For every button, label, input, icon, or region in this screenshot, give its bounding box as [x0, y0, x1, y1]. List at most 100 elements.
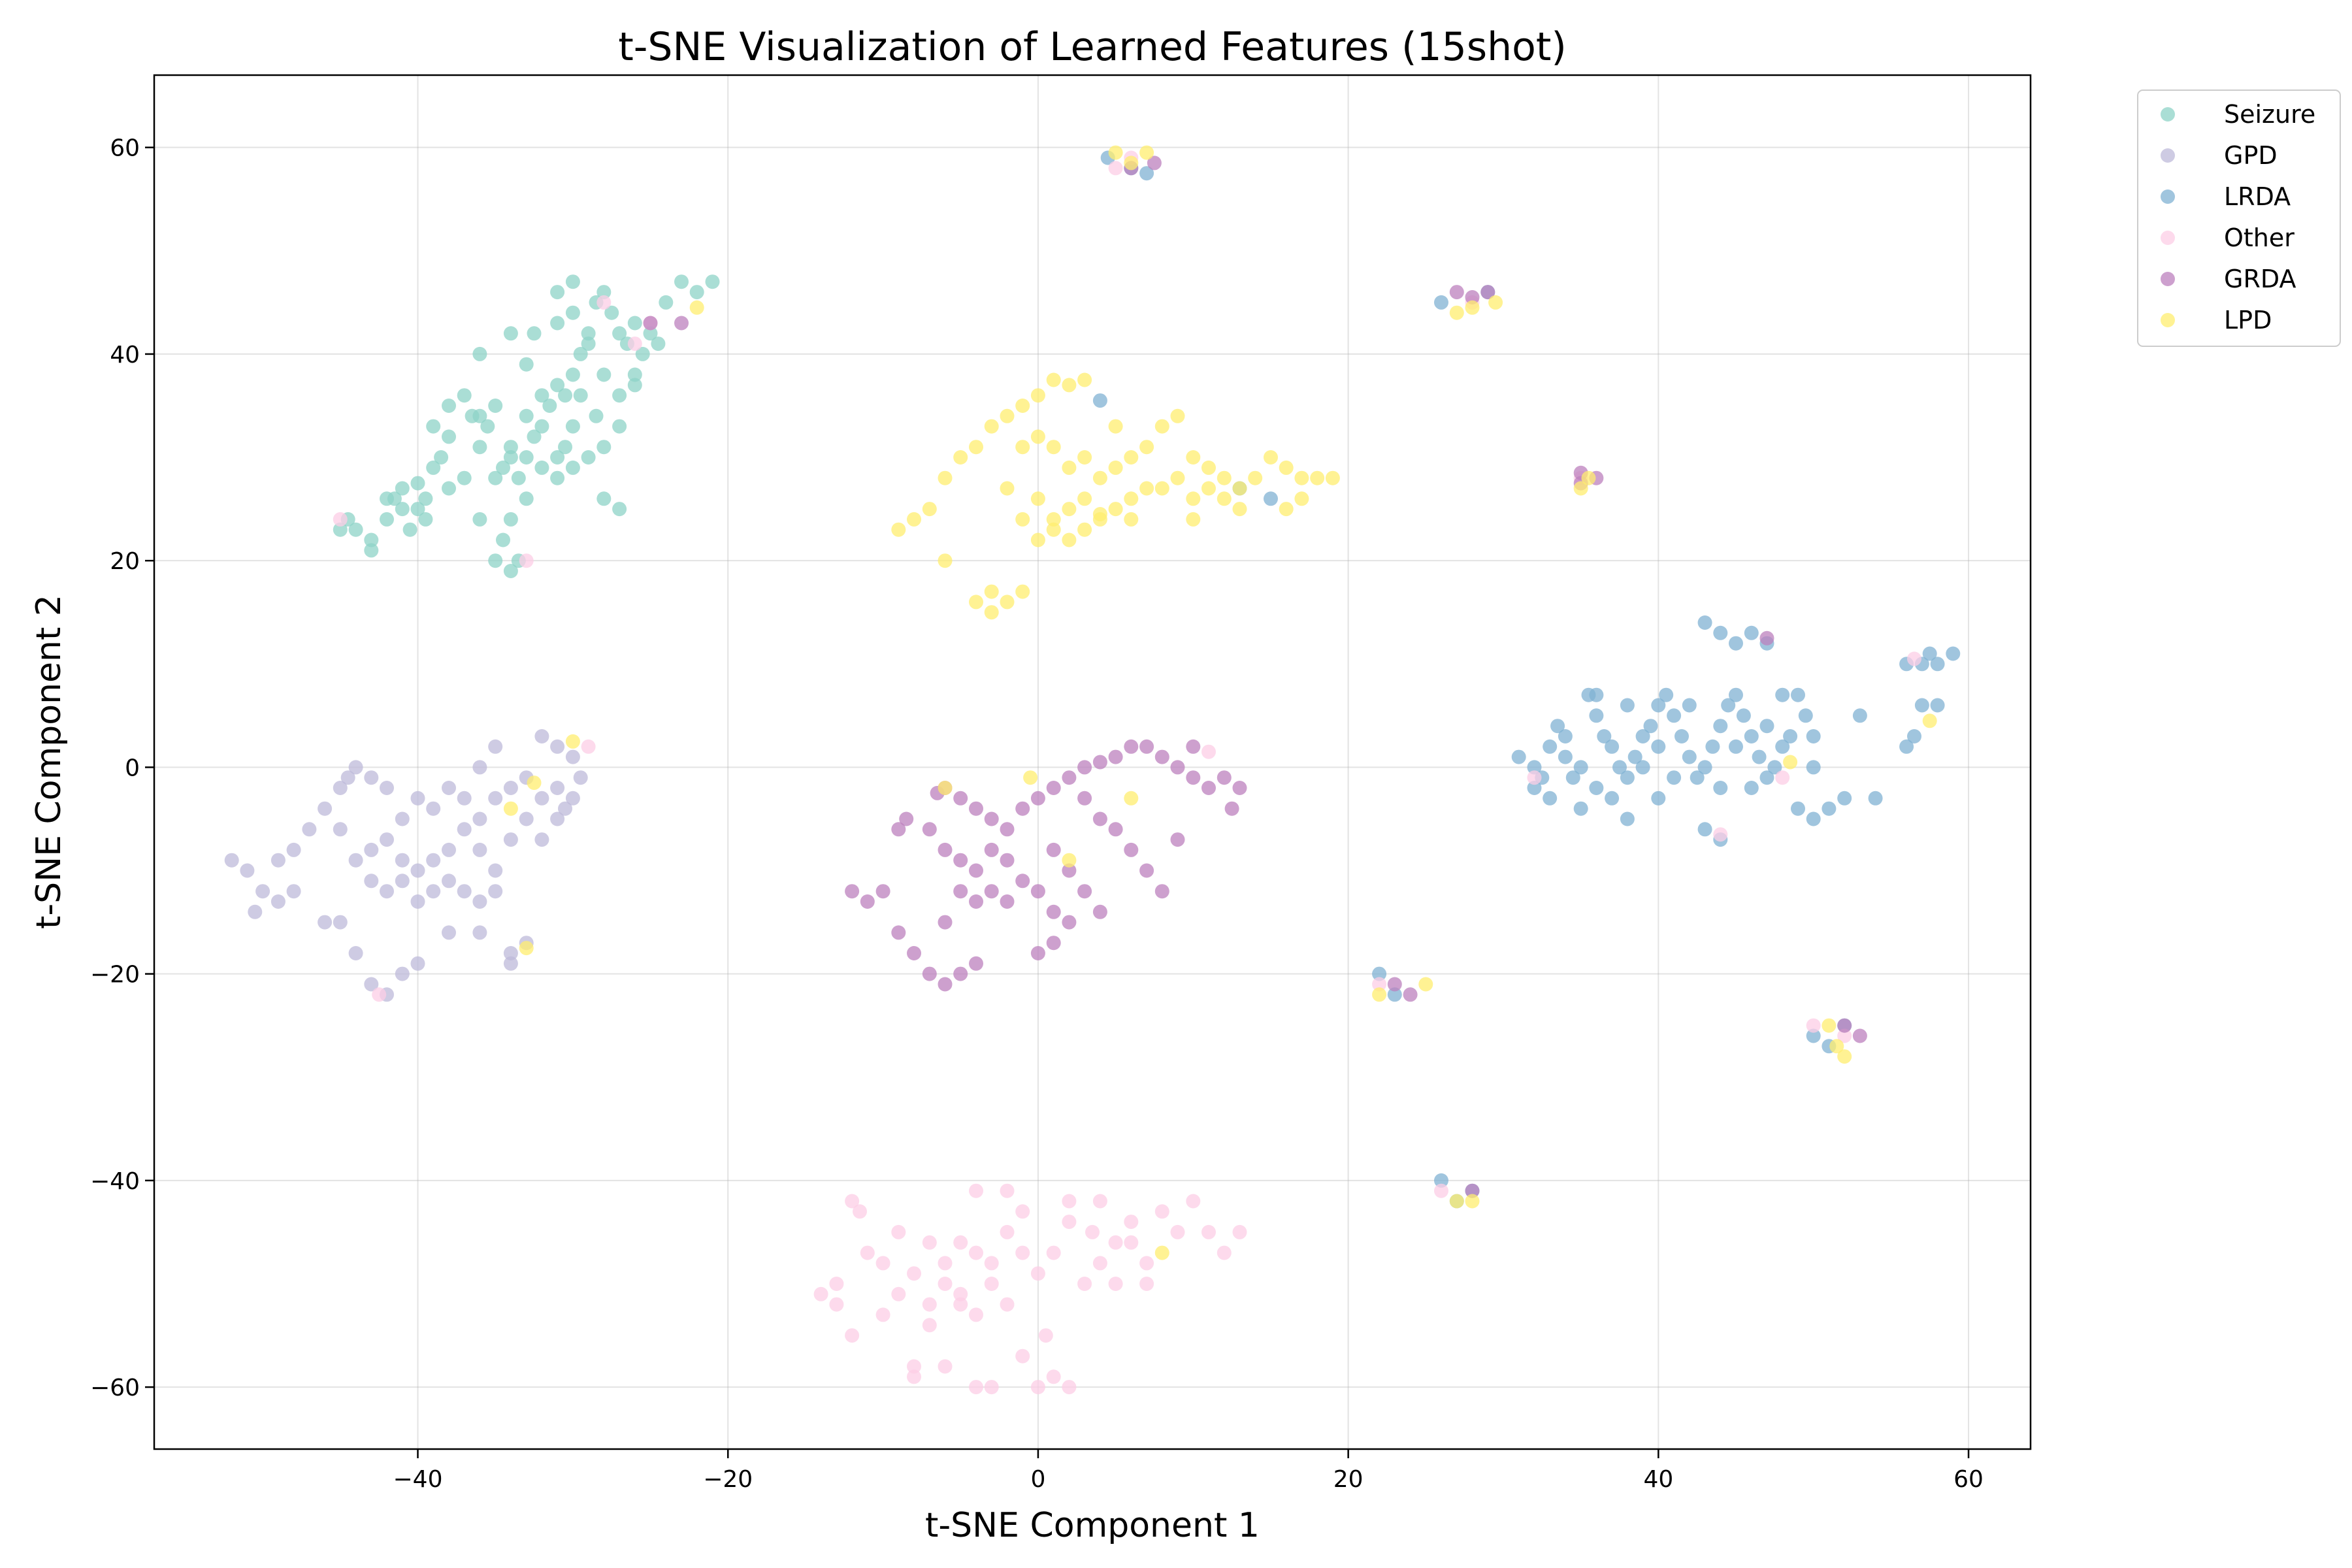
data-point: [573, 346, 588, 361]
data-point: [875, 1307, 890, 1322]
data-point: [1201, 781, 1216, 795]
data-point: [503, 832, 518, 847]
data-point: [1000, 822, 1015, 837]
data-point: [581, 326, 596, 341]
data-point: [1635, 760, 1650, 775]
data-point: [503, 326, 518, 341]
legend-marker: [2161, 313, 2175, 327]
data-point: [488, 863, 503, 878]
data-point: [1434, 1183, 1448, 1198]
data-point: [922, 502, 937, 517]
data-point: [1186, 739, 1201, 754]
data-point: [1108, 161, 1123, 176]
data-point: [333, 522, 348, 537]
data-point: [1465, 1183, 1480, 1198]
data-point: [1697, 760, 1712, 775]
data-point: [1387, 977, 1402, 992]
data-point: [503, 450, 518, 465]
data-point: [1000, 1183, 1015, 1198]
x-tick-label: −20: [703, 1466, 753, 1493]
data-point: [969, 894, 983, 909]
data-point: [627, 336, 642, 351]
data-point: [480, 419, 495, 434]
data-point: [1605, 791, 1620, 806]
data-point: [1729, 739, 1743, 754]
data-point: [1744, 625, 1759, 640]
data-point: [1170, 760, 1185, 775]
data-point: [503, 564, 518, 578]
data-point: [1775, 770, 1790, 785]
data-point: [1000, 853, 1015, 868]
data-point: [1232, 781, 1247, 795]
data-point: [519, 450, 534, 465]
data-point: [348, 853, 363, 868]
data-point: [1729, 687, 1743, 702]
data-point: [596, 295, 612, 310]
x-tick-label: 20: [1333, 1466, 1364, 1493]
data-point: [1124, 1235, 1139, 1250]
data-point: [1480, 285, 1495, 300]
data-point: [1023, 770, 1038, 785]
data-point: [1690, 770, 1705, 785]
data-point: [472, 894, 487, 909]
data-point: [1620, 698, 1635, 713]
data-point: [1543, 739, 1558, 754]
data-point: [1759, 770, 1774, 785]
data-point: [1527, 781, 1542, 795]
data-point: [1201, 1224, 1216, 1239]
data-point: [1806, 811, 1821, 826]
data-point: [519, 491, 534, 506]
data-point: [1108, 1235, 1123, 1250]
data-point: [891, 522, 906, 537]
data-point: [558, 440, 572, 455]
data-point: [1264, 450, 1278, 465]
data-point: [364, 532, 379, 547]
data-point: [689, 300, 704, 315]
data-point: [380, 832, 394, 847]
data-point: [1697, 615, 1712, 630]
data-point: [1511, 749, 1526, 764]
data-point: [1651, 698, 1666, 713]
data-point: [542, 399, 557, 413]
data-point: [410, 791, 425, 806]
data-point: [1030, 884, 1045, 899]
data-point: [565, 367, 580, 382]
data-point: [472, 811, 487, 826]
data-point: [1558, 749, 1573, 764]
data-point: [953, 1297, 968, 1312]
data-point: [1000, 408, 1015, 423]
chart-title: t-SNE Visualization of Learned Features …: [618, 24, 1567, 70]
data-point: [503, 956, 518, 971]
data-point: [938, 553, 953, 568]
legend-marker: [2161, 189, 2175, 204]
legend-marker: [2161, 231, 2175, 245]
data-point: [442, 781, 456, 795]
data-point: [1294, 470, 1309, 485]
data-point: [953, 450, 968, 465]
data-point: [1713, 827, 1728, 842]
y-tick-label: 40: [110, 342, 140, 368]
data-point: [1713, 781, 1728, 795]
data-point: [270, 853, 286, 868]
data-point: [333, 822, 348, 837]
data-point: [1852, 708, 1867, 723]
data-point: [984, 584, 999, 599]
data-point: [1201, 460, 1216, 475]
data-point: [1124, 450, 1139, 465]
data-point: [1798, 708, 1813, 723]
data-point: [1077, 884, 1092, 899]
data-point: [434, 450, 449, 465]
data-point: [1170, 470, 1185, 485]
data-point: [1573, 481, 1588, 496]
data-point: [1062, 532, 1077, 547]
data-point: [1124, 791, 1139, 806]
data-point: [240, 863, 255, 878]
data-point: [527, 776, 542, 791]
data-point: [659, 295, 674, 310]
data-point: [643, 316, 658, 331]
data-point: [503, 512, 518, 527]
data-point: [1108, 460, 1123, 475]
data-point: [1139, 739, 1154, 754]
data-point: [380, 512, 394, 527]
